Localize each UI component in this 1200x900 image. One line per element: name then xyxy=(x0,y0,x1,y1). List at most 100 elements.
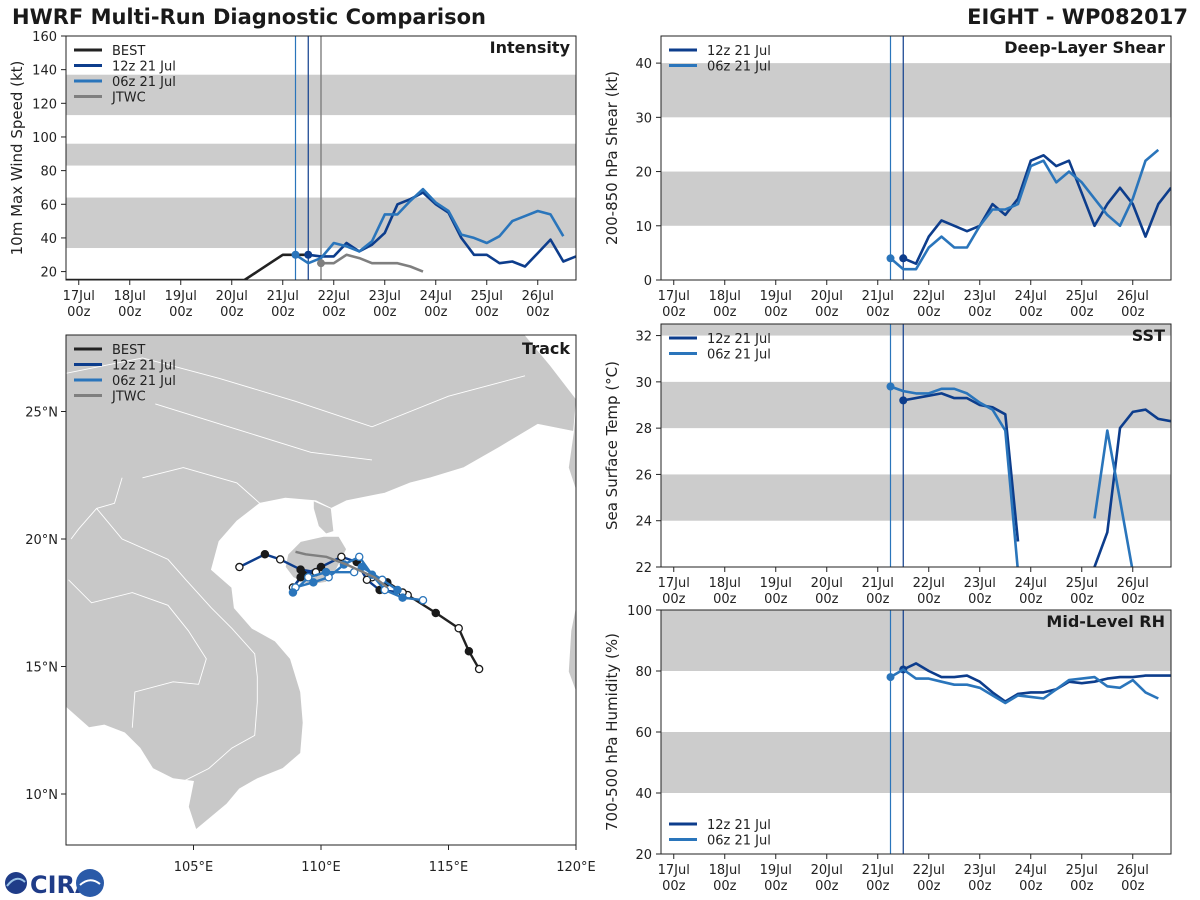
sst-xtick-day-label: 21Jul xyxy=(862,576,894,591)
intensity-xtick-hour-label: 00z xyxy=(169,305,193,320)
rh-xtick-day-label: 23Jul xyxy=(964,863,996,878)
track-legend-label: 12z 21 Jul xyxy=(112,359,176,374)
rh-xtick-day-label: 22Jul xyxy=(913,863,945,878)
sst-ytick-label: 26 xyxy=(635,468,652,483)
intensity-ytick-label: 40 xyxy=(40,232,57,247)
country-border-5 xyxy=(155,403,373,461)
shear-xtick-day-label: 25Jul xyxy=(1066,289,1098,304)
intensity-xtick-day-label: 18Jul xyxy=(114,289,146,304)
shear-frame xyxy=(660,35,1172,281)
intensity-title: Intensity xyxy=(490,38,571,57)
shear-xtick-day-label: 24Jul xyxy=(1015,289,1047,304)
sst-legend-label: 12z 21 Jul xyxy=(707,332,771,347)
track-best-point xyxy=(464,646,474,656)
intensity-xtick-day-label: 19Jul xyxy=(165,289,197,304)
track-run06-point xyxy=(398,593,407,602)
sst-xtick-day-label: 19Jul xyxy=(760,576,792,591)
track-run12-point xyxy=(362,575,372,585)
rh-series-group xyxy=(886,662,1171,705)
shear-panel: 01020304017Jul00z18Jul00z19Jul00z20Jul00… xyxy=(603,35,1172,320)
intensity-xtick-hour-label: 00z xyxy=(373,305,397,320)
sst-xtick-day-label: 18Jul xyxy=(709,576,741,591)
intensity-xtick-hour-label: 00z xyxy=(67,305,91,320)
shear-xtick-day-label: 17Jul xyxy=(658,289,690,304)
sst-xtick-day-label: 24Jul xyxy=(1015,576,1047,591)
shear-xtick-hour-label: 00z xyxy=(917,305,941,320)
rh-xtick-day-label: 17Jul xyxy=(658,863,690,878)
shear-legend-label: 12z 21 Jul xyxy=(707,44,771,59)
sst-xtick-hour-label: 00z xyxy=(917,592,941,607)
sst-xtick-hour-label: 00z xyxy=(1121,592,1145,607)
sst-xtick-day-label: 22Jul xyxy=(913,576,945,591)
track-run12-point xyxy=(337,552,346,562)
shear-xtick-day-label: 21Jul xyxy=(862,289,894,304)
track-best-point xyxy=(431,608,440,618)
sst-ytick-label: 32 xyxy=(635,330,652,345)
shear-ytick-label: 40 xyxy=(635,57,652,72)
sst-xtick-day-label: 17Jul xyxy=(658,576,690,591)
track-legend-label: 06z 21 Jul xyxy=(112,374,176,389)
intensity-ytick-label: 160 xyxy=(32,30,57,45)
rh-xtick-day-label: 19Jul xyxy=(760,863,792,878)
track-legend-label: JTWC xyxy=(111,390,146,405)
rh-xtick-hour-label: 00z xyxy=(917,879,941,894)
rh-series-run06-line xyxy=(889,668,1159,705)
sst-xtick-day-label: 20Jul xyxy=(811,576,843,591)
shear-xtick-hour-label: 00z xyxy=(968,305,992,320)
rh-ytick-label: 100 xyxy=(627,604,652,619)
logo-globe-icon xyxy=(5,872,27,894)
shaded-band-0 xyxy=(661,171,1171,226)
shear-series-run12-line xyxy=(902,154,1171,266)
rh-xtick-day-label: 18Jul xyxy=(709,863,741,878)
shear-xtick-hour-label: 00z xyxy=(764,305,788,320)
sst-title: SST xyxy=(1132,326,1165,345)
shear-ytick-label: 0 xyxy=(644,274,652,289)
sst-series-run06-point xyxy=(886,382,895,391)
track-run12-point xyxy=(275,555,285,564)
intensity-xtick-day-label: 20Jul xyxy=(216,289,248,304)
intensity-legend-label: BEST xyxy=(112,44,145,59)
intensity-ytick-label: 120 xyxy=(32,97,57,112)
track-xtick-label: 115°E xyxy=(429,860,469,875)
sst-xtick-hour-label: 00z xyxy=(713,592,737,607)
intensity-series-best-line xyxy=(66,253,309,280)
intensity-xtick-hour-label: 00z xyxy=(118,305,142,320)
sst-legend-label: 06z 21 Jul xyxy=(707,348,771,363)
shear-series-run06-point xyxy=(886,254,895,263)
rh-xtick-hour-label: 00z xyxy=(1019,879,1043,894)
sst-xtick-hour-label: 00z xyxy=(662,592,686,607)
track-run06-point xyxy=(309,578,318,587)
track-ytick-label: 15°N xyxy=(25,661,58,676)
rh-xtick-hour-label: 00z xyxy=(1121,879,1145,894)
sst-series-run12-point xyxy=(899,396,908,405)
intensity-xtick-day-label: 23Jul xyxy=(369,289,401,304)
rh-legend-label: 06z 21 Jul xyxy=(707,834,771,849)
rh-xtick-day-label: 20Jul xyxy=(811,863,843,878)
intensity-panel: 2040608010012014016017Jul00z18Jul00z19Ju… xyxy=(8,30,577,320)
rh-xtick-hour-label: 00z xyxy=(662,879,686,894)
intensity-xtick-hour-label: 00z xyxy=(322,305,346,320)
rh-xtick-hour-label: 00z xyxy=(1070,879,1094,894)
track-legend-label: BEST xyxy=(112,343,145,358)
intensity-series-jtwc-point xyxy=(317,259,325,268)
intensity-ytick-label: 140 xyxy=(32,64,57,79)
track-run06-point xyxy=(303,573,313,582)
shear-series-run12-point xyxy=(899,254,908,263)
rh-legend-bg xyxy=(665,814,783,850)
track-ytick-label: 25°N xyxy=(25,406,58,421)
rh-ylabel: 700-500 hPa Humidity (%) xyxy=(603,633,621,831)
sst-series-run12-line xyxy=(1093,408,1171,567)
country-border-0 xyxy=(142,467,261,504)
track-run06-point xyxy=(288,588,298,597)
shear-xtick-hour-label: 00z xyxy=(713,305,737,320)
rh-xtick-day-label: 26Jul xyxy=(1117,863,1149,878)
sst-xtick-hour-label: 00z xyxy=(968,592,992,607)
track-run12-point xyxy=(235,562,244,572)
shear-xtick-hour-label: 00z xyxy=(1070,305,1094,320)
intensity-series-run12-line xyxy=(308,191,576,268)
mainland-asia xyxy=(66,335,576,831)
intensity-xtick-hour-label: 00z xyxy=(424,305,448,320)
country-border-2 xyxy=(96,508,258,782)
track-run06-point xyxy=(321,567,331,577)
sst-xtick-day-label: 26Jul xyxy=(1117,576,1149,591)
